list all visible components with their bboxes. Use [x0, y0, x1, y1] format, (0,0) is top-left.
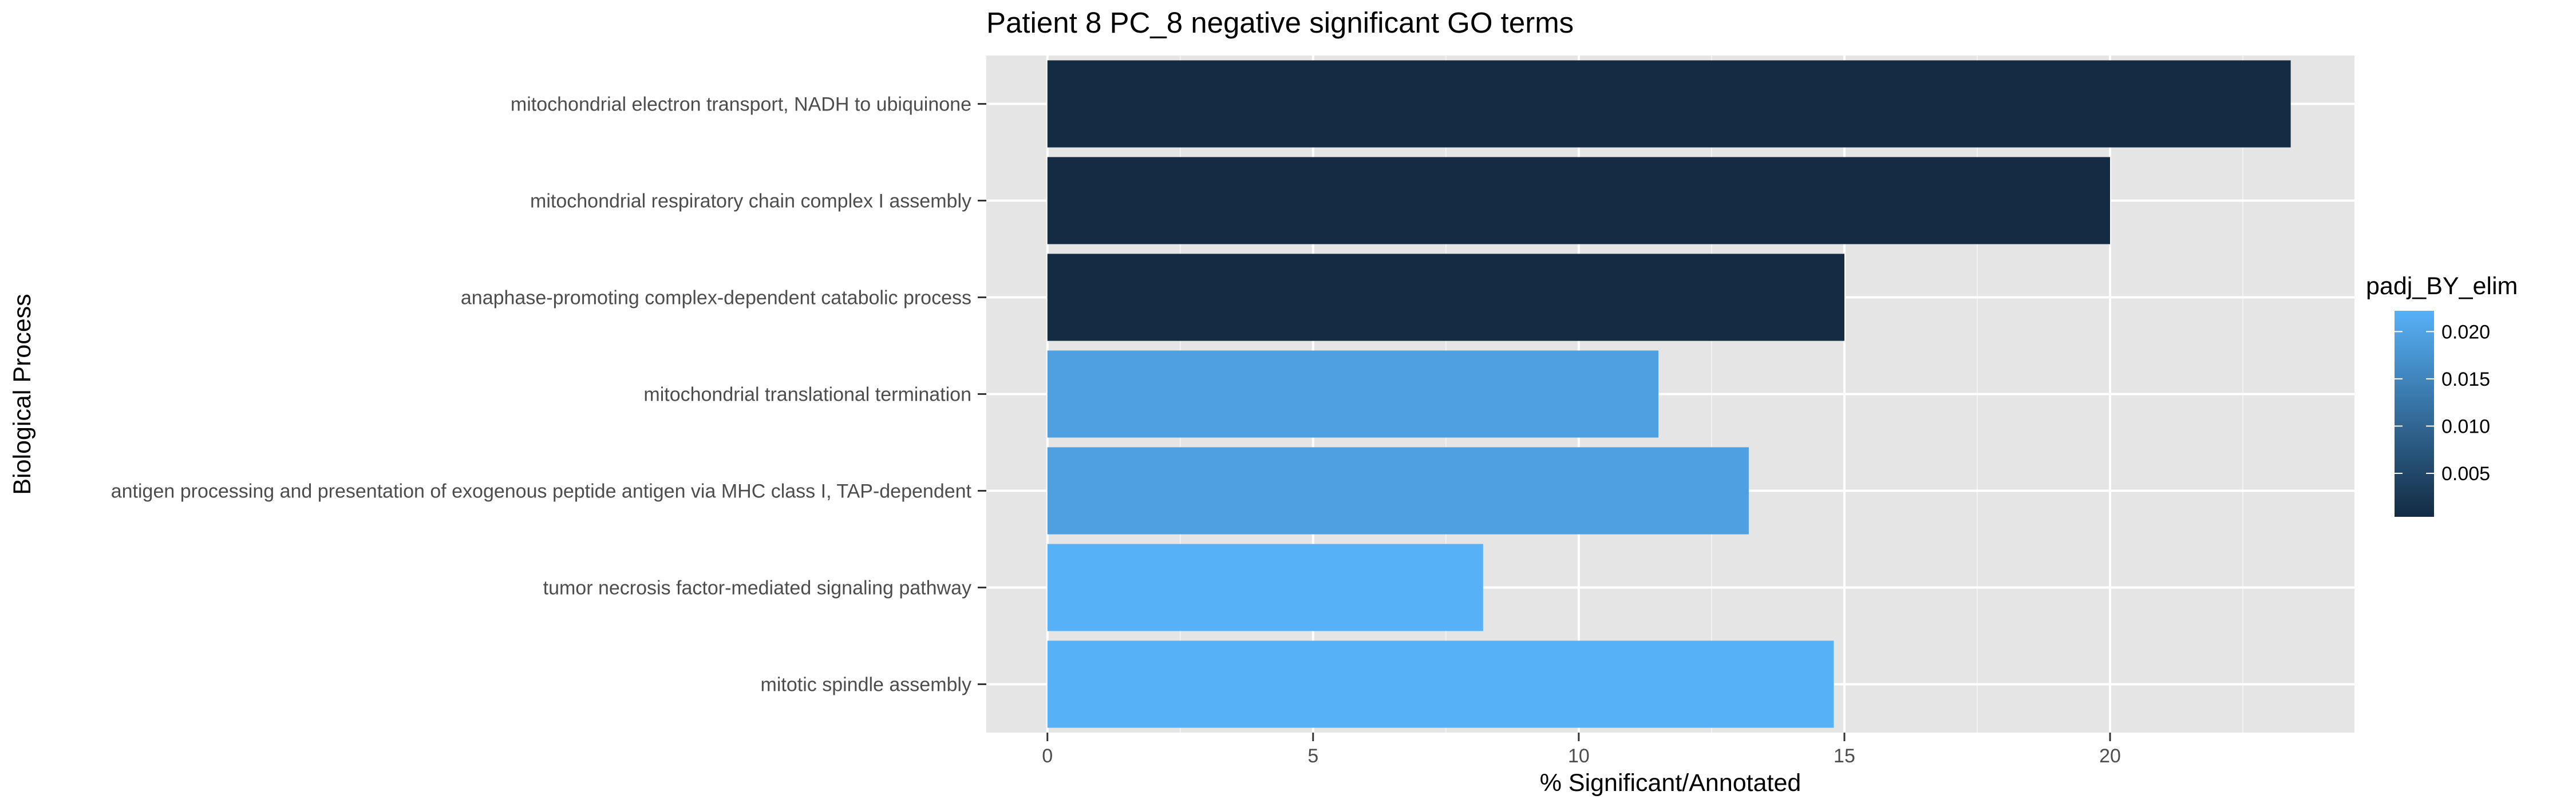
- y-tick-label: anaphase-promoting complex-dependent cat…: [461, 287, 971, 309]
- color-legend: padj_BY_elim 0.005 0.010 0.015 0.020: [2366, 272, 2518, 517]
- legend-colorbar: [2395, 311, 2434, 517]
- x-tick-label: 0: [1042, 745, 1053, 767]
- bar: [1047, 254, 1844, 341]
- x-tick-label: 10: [1568, 745, 1590, 767]
- bar: [1047, 157, 2111, 244]
- legend-tick-label: 0.005: [2441, 463, 2490, 485]
- legend-tick-label: 0.010: [2441, 416, 2490, 437]
- x-tick-label: 20: [2099, 745, 2121, 767]
- x-axis-title: % Significant/Annotated: [1540, 769, 1801, 797]
- bar: [1047, 350, 1659, 438]
- bar: [1047, 60, 2291, 148]
- x-tick-label: 15: [1834, 745, 1855, 767]
- x-axis: 0 5 10 15 20: [1042, 733, 2121, 767]
- y-tick-label: mitotic spindle assembly: [761, 674, 971, 696]
- legend-ticks: 0.005 0.010 0.015 0.020: [2395, 321, 2490, 485]
- y-axis-title: Biological Process: [9, 294, 36, 494]
- y-tick-label: tumor necrosis factor-mediated signaling…: [543, 577, 971, 599]
- y-tick-label: mitochondrial translational termination: [643, 384, 971, 406]
- bar: [1047, 544, 1483, 631]
- y-tick-label: mitochondrial electron transport, NADH t…: [511, 94, 971, 116]
- x-tick-label: 5: [1307, 745, 1318, 767]
- y-tick-label: mitochondrial respiratory chain complex …: [530, 191, 971, 212]
- chart-title: Patient 8 PC_8 negative significant GO t…: [986, 6, 1574, 39]
- bar: [1047, 447, 1749, 535]
- bars: [1047, 60, 2291, 728]
- y-axis: mitochondrial electron transport, NADH t…: [111, 94, 986, 696]
- bar: [1047, 640, 1834, 728]
- legend-tick-label: 0.020: [2441, 321, 2490, 343]
- y-tick-label: antigen processing and presentation of e…: [111, 481, 972, 503]
- legend-tick-label: 0.015: [2441, 369, 2490, 390]
- legend-title: padj_BY_elim: [2366, 272, 2518, 300]
